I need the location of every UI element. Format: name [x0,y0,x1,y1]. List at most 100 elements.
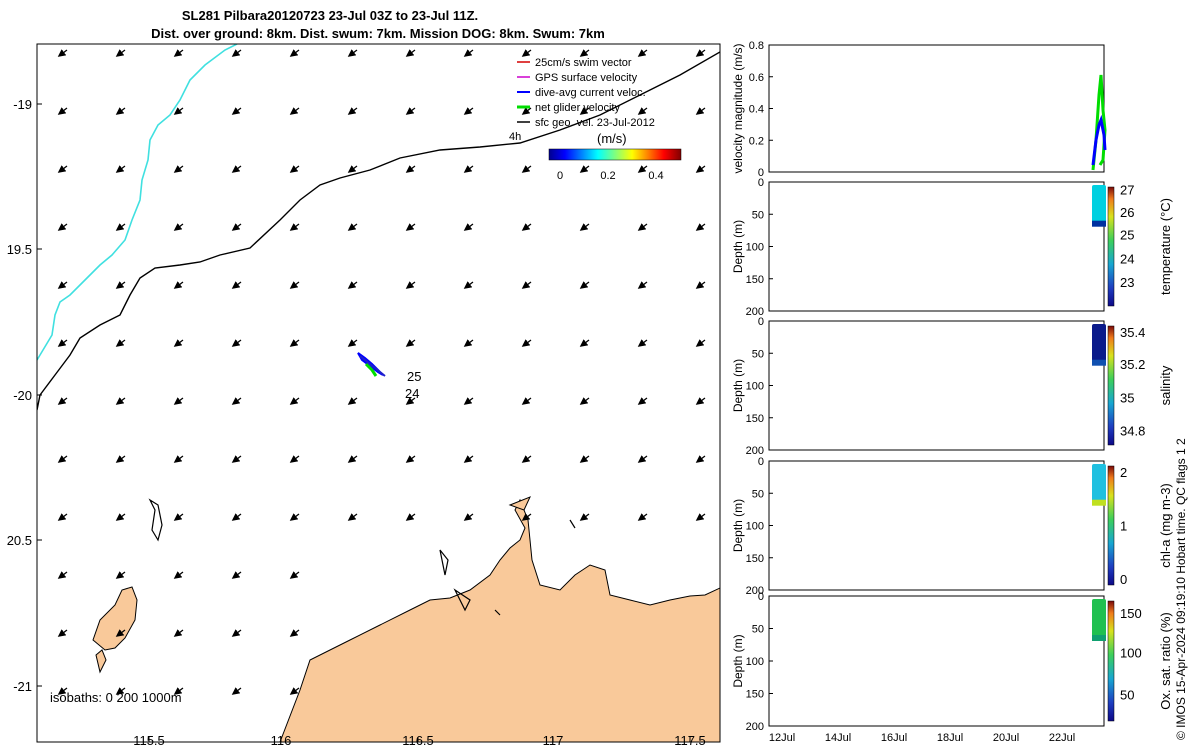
velocity-arrow [173,397,184,405]
panel-y-tick-label: 0.6 [749,72,764,84]
velocity-arrow [115,339,126,347]
velocity-arrow [579,165,590,173]
map-y-tick-label: -21 [13,679,32,694]
colorbar-tick-label: 50 [1120,688,1134,703]
velocity-arrow [115,107,126,115]
velocity-arrow [695,513,706,521]
velocity-arrow [637,165,648,173]
panel-y-tick-label: 150 [746,689,764,701]
panel-y-tick-label: 50 [752,348,764,360]
colorbar-tick-label: 35.4 [1120,325,1145,340]
velocity-arrow [231,223,242,231]
panel-y-label: Depth (m) [731,634,745,687]
velocity-arrow [231,339,242,347]
velocity-arrow-field [57,49,706,695]
colorbar-tick-label: 25 [1120,228,1134,243]
velocity-arrow [173,629,184,637]
panel-x-tick-label: 22Jul [1049,732,1075,744]
panel-chla: 0 50 100 150 200 Depth (m) 2 1 0 chl-a (mg m-3) [731,456,1173,597]
legend-label-net: net glider velocity [535,102,620,114]
velocity-arrow [521,223,532,231]
island-large [92,586,138,651]
panel-y-tick-label: 150 [746,553,764,565]
velocity-arrow [173,223,184,231]
velocity-arrow [57,49,68,57]
colorbar-tick-label: 34.8 [1120,424,1145,439]
velocity-arrow [289,223,300,231]
velocity-arrow [463,455,474,463]
velocity-arrow [521,397,532,405]
velocity-arrow [521,281,532,289]
map-y-tick-label: -19 [13,97,32,112]
profile-data-oxygen [1092,599,1106,638]
map-y-tick-label: -20 [13,388,32,403]
legend-label-gps: GPS surface velocity [535,72,638,84]
panel-y-tick-label: 0.2 [749,135,764,147]
panel-x-tick-label: 12Jul [769,732,795,744]
velocity-arrow [231,281,242,289]
velocity-arrow [231,571,242,579]
panel-y-tick-label: 200 [746,721,764,733]
panel-y-tick-label: 0 [758,591,764,603]
imos-stamp: © IMOS 15-Apr-2024 09:19:10 Hobart time.… [1174,438,1188,740]
legend-label-swim: 25cm/s swim vector [535,57,632,69]
velocity-arrow [115,513,126,521]
velocity-arrow [405,223,416,231]
velocity-arrow [695,339,706,347]
velocity-arrow [579,223,590,231]
velocity-arrow [521,339,532,347]
velocity-arrow [347,339,358,347]
velocity-arrow [695,281,706,289]
colorbar-salinity [1107,325,1115,446]
panel-velocity: 0 0.2 0.4 0.6 0.8 velocity magnitude (m/s) [731,40,1107,179]
panel-axes-box [768,44,1105,173]
velocity-arrow [115,455,126,463]
colorbar-tick-label: 2 [1120,465,1127,480]
colorbar-tick-label: 35 [1120,390,1134,405]
velocity-arrow [347,49,358,57]
velocity-arrow [405,513,416,521]
map-colorbar [548,148,682,161]
velocity-arrow [289,107,300,115]
velocity-arrow [463,49,474,57]
map-y-ticks: -19 19.5 -20 20.5 -21 [7,97,42,694]
velocity-arrow [231,49,242,57]
velocity-arrow [115,281,126,289]
velocity-arrow [695,107,706,115]
velocity-arrow [463,223,474,231]
velocity-arrow [231,687,242,695]
velocity-arrow [347,281,358,289]
colorbar-temperature [1107,186,1115,307]
colorbar-label: (m/s) [597,131,627,146]
panel-x-tick-label: 20Jul [993,732,1019,744]
map-panel: 25cm/s swim vector GPS surface velocity … [7,43,721,748]
isobath-cyan [37,44,238,361]
velocity-arrow [637,281,648,289]
colorbar-tick-label: 26 [1120,205,1134,220]
velocity-arrow [231,107,242,115]
velocity-arrow [695,455,706,463]
velocity-arrow [637,49,648,57]
velocity-arrow [405,107,416,115]
velocity-arrow [173,49,184,57]
velocity-arrow [521,107,532,115]
panel-y-tick-label: 50 [752,624,764,636]
track-label-25: 25 [407,369,421,384]
velocity-arrow [115,629,126,637]
velocity-arrow [115,571,126,579]
velocity-arrow [521,455,532,463]
velocity-arrow [173,687,184,695]
velocity-arrow [173,513,184,521]
velocity-arrow [231,397,242,405]
glider-track [357,352,386,377]
legend-label-sfc: sfc geo. vel. 23-Jul-2012 [535,117,655,129]
isobath-legend: isobaths: 0 200 1000m [50,690,182,705]
velocity-arrow [579,281,590,289]
colorbar-label: temperature (°C) [1158,198,1173,295]
velocity-current-series [1091,114,1107,166]
velocity-arrow [231,165,242,173]
velocity-arrow [57,629,68,637]
panel-x-ticks: 12Jul 14Jul 16Jul 18Jul 20Jul 22Jul [769,732,1075,744]
chart-title-line1: SL281 Pilbara20120723 23-Jul 03Z to 23-J… [182,8,478,23]
